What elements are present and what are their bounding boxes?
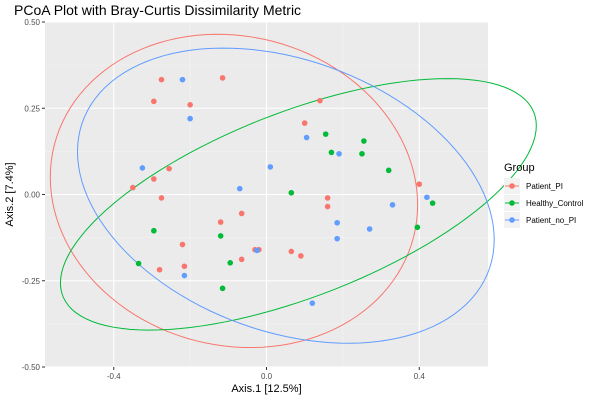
point-patient-no-pi <box>389 202 396 208</box>
point-healthy-control <box>227 260 234 266</box>
point-patient-pi <box>151 98 157 105</box>
point-healthy-control <box>414 224 421 231</box>
point-healthy-control <box>361 138 367 144</box>
point-patient-pi <box>166 165 172 172</box>
point-patient-no-pi <box>309 300 316 306</box>
y-tick-label: 0.25 <box>24 104 40 113</box>
point-patient-no-pi <box>254 247 260 254</box>
point-patient-no-pi <box>336 150 342 157</box>
point-patient-pi <box>324 203 331 210</box>
point-healthy-control <box>151 227 157 234</box>
point-patient-pi <box>324 195 331 201</box>
point-patient-pi <box>158 76 165 83</box>
legend-key-point <box>509 200 515 206</box>
point-patient-pi <box>317 97 323 104</box>
x-tick-label: -0.4 <box>107 372 121 381</box>
y-axis-ticks: -0.50 -0.25 0.00 0.25 0.50 <box>22 18 45 372</box>
point-patient-pi <box>298 253 304 259</box>
confidence-ellipses <box>49 33 537 349</box>
ellipse-healthy-control <box>59 78 537 331</box>
y-tick-label: 0.50 <box>24 18 40 27</box>
point-patient-pi <box>181 263 188 270</box>
point-healthy-control <box>219 285 226 292</box>
point-patient-pi <box>238 210 245 217</box>
legend-label-healthy-control: Healthy_Control <box>526 199 584 208</box>
x-tick-label: 0.4 <box>414 372 426 381</box>
point-patient-pi <box>130 184 136 191</box>
legend: Group Patient_PI Healthy_Control Patient_n… <box>504 162 584 228</box>
point-patient-no-pi <box>139 165 146 171</box>
legend-label-patient-no-pi: Patient_no_PI <box>526 216 576 225</box>
point-patient-pi <box>187 102 193 108</box>
y-tick-label: -0.25 <box>22 277 41 286</box>
point-healthy-control <box>385 167 392 174</box>
point-healthy-control <box>359 150 365 157</box>
point-patient-pi <box>217 219 224 225</box>
point-healthy-control <box>429 200 436 206</box>
point-patient-no-pi <box>181 272 188 279</box>
point-patient-no-pi <box>267 164 274 170</box>
point-patient-pi <box>416 181 423 187</box>
point-patient-no-pi <box>187 115 193 122</box>
ellipse-patient-pi <box>49 33 419 349</box>
point-patient-no-pi <box>334 219 340 226</box>
point-healthy-control <box>288 189 295 196</box>
x-axis-ticks: -0.4 0.0 0.4 <box>107 367 426 381</box>
point-patient-no-pi <box>179 76 186 83</box>
point-healthy-control <box>135 260 142 267</box>
point-healthy-control <box>322 131 329 137</box>
point-patient-pi <box>301 120 308 126</box>
x-axis-label: Axis.1 [12.5%] <box>231 383 301 395</box>
y-tick-label: 0.00 <box>24 191 40 200</box>
point-patient-pi <box>288 248 295 255</box>
y-axis-label: Axis.2 [7.4%] <box>4 162 16 226</box>
legend-label-patient-pi: Patient_PI <box>526 182 563 191</box>
point-patient-no-pi <box>424 194 430 201</box>
point-patient-pi <box>151 176 157 182</box>
y-tick-label: -0.50 <box>22 363 41 372</box>
chart-title: PCoA Plot with Bray-Curtis Dissimilarity… <box>14 2 301 18</box>
point-patient-pi <box>179 241 186 248</box>
point-healthy-control <box>328 149 335 156</box>
point-healthy-control <box>217 233 224 239</box>
point-patient-no-pi <box>236 185 243 192</box>
ellipse-patient-no-pi <box>76 47 495 344</box>
x-tick-label: 0.0 <box>261 372 273 381</box>
point-patient-no-pi <box>303 134 310 141</box>
legend-key-point <box>509 217 515 223</box>
point-patient-pi <box>158 195 165 201</box>
legend-key-point <box>509 183 515 189</box>
legend-title: Group <box>504 162 535 174</box>
point-patient-no-pi <box>334 235 340 242</box>
point-patient-pi <box>238 256 245 263</box>
point-patient-pi <box>156 266 163 273</box>
point-patient-pi <box>219 75 226 81</box>
point-patient-no-pi <box>366 226 373 232</box>
data-points <box>130 75 436 306</box>
